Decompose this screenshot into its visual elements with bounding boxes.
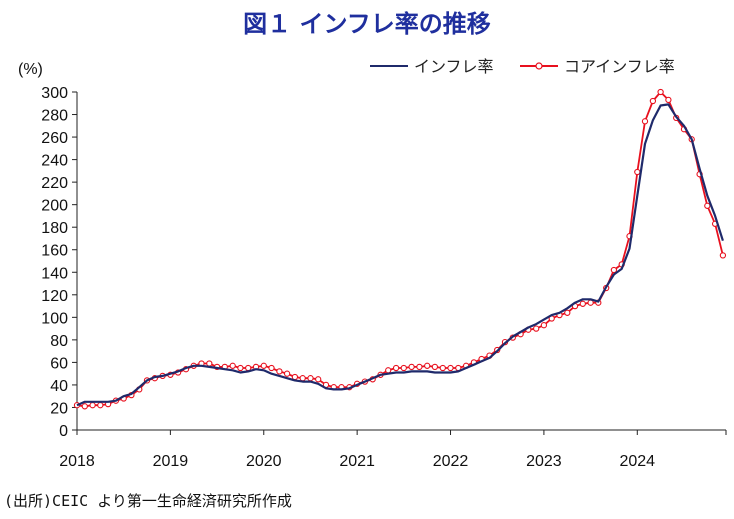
data-point: [424, 362, 431, 369]
y-axis-unit-label: (%): [18, 61, 43, 78]
y-tick-label: 0: [59, 423, 68, 440]
data-point: [657, 88, 664, 96]
y-tick-label: 120: [41, 288, 68, 305]
x-tick-label: 2022: [433, 453, 469, 470]
data-point: [719, 252, 727, 259]
y-tick-label: 180: [41, 220, 68, 237]
data-point: [81, 403, 88, 410]
y-tick-label: 200: [41, 198, 68, 215]
legend: インフレ率 コアインフレ率: [370, 57, 675, 76]
x-tick-label: 2018: [59, 453, 95, 470]
data-point: [447, 364, 454, 372]
y-tick-label: 160: [41, 243, 68, 260]
x-tick-label: 2023: [526, 453, 562, 470]
data-point: [299, 375, 306, 382]
y-tick-label: 240: [41, 153, 68, 170]
plot-area: [73, 88, 727, 410]
data-point: [610, 266, 618, 274]
data-point: [641, 118, 649, 125]
chart-title: 図１ インフレ率の推移: [243, 10, 491, 38]
y-tick-label: 100: [41, 310, 68, 327]
source-note: (出所)CEIC より第一生命経済研究所作成: [4, 492, 292, 510]
data-point: [89, 402, 96, 409]
data-point: [97, 402, 104, 409]
x-tick-label: 2024: [619, 453, 655, 470]
x-tick-label: 2020: [246, 453, 282, 470]
y-tick-label: 80: [50, 333, 68, 350]
legend-label: コアインフレ率: [564, 57, 675, 76]
data-point: [260, 362, 267, 369]
data-point: [315, 376, 322, 383]
data-point: [704, 202, 711, 209]
legend-label: インフレ率: [414, 57, 494, 76]
legend-marker: [535, 62, 543, 70]
y-tick-label: 280: [41, 108, 68, 125]
y-tick-label: 220: [41, 175, 68, 192]
data-point: [268, 364, 275, 372]
data-point: [634, 168, 641, 176]
y-tick-label: 60: [50, 355, 68, 372]
series-line: [76, 91, 724, 408]
x-tick-label: 2021: [339, 453, 375, 470]
data-point: [540, 322, 548, 329]
data-point: [283, 370, 291, 377]
data-point: [392, 364, 400, 372]
y-tick-label: 140: [41, 265, 68, 282]
data-point: [408, 363, 415, 371]
y-tick-label: 300: [41, 85, 68, 102]
data-point: [431, 363, 439, 371]
data-point: [416, 363, 423, 371]
data-point: [579, 300, 586, 307]
data-point: [307, 375, 314, 382]
y-tick-label: 40: [50, 378, 68, 395]
data-point: [237, 364, 244, 372]
x-tick-label: 2019: [153, 453, 189, 470]
axes: 0 20 40 60 80 100 120 140 160 180 200 220 240 260 280 3…: [41, 85, 727, 470]
data-point: [206, 360, 213, 367]
data-point: [276, 368, 283, 375]
data-point: [564, 309, 571, 316]
data-point: [649, 97, 657, 105]
y-tick-label: 20: [50, 400, 68, 417]
data-point: [400, 364, 407, 372]
data-point: [439, 364, 446, 372]
series-line: [76, 103, 724, 407]
data-point: [385, 367, 392, 374]
y-tick-label: 260: [41, 130, 68, 147]
data-point: [229, 362, 236, 369]
data-point: [533, 325, 540, 332]
data-point: [665, 96, 672, 104]
